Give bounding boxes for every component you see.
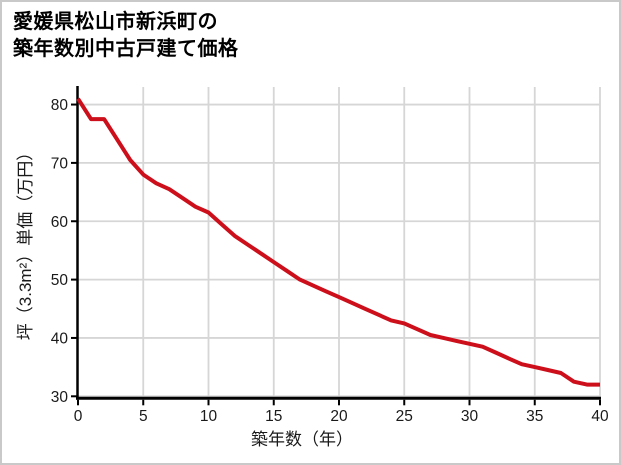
chart-title: 愛媛県松山市新浜町の 築年数別中古戸建て価格 <box>13 9 239 63</box>
price-line-series <box>76 97 600 387</box>
y-tick-label: 80 <box>51 97 69 114</box>
y-tick-label: 60 <box>51 214 69 231</box>
x-tick-label: 0 <box>74 408 83 425</box>
y-axis-title: 坪（3.3m²）単価（万円） <box>16 144 35 340</box>
x-tick-label: 20 <box>330 408 348 425</box>
x-tick-label: 25 <box>396 408 413 425</box>
chart-title-line1: 愛媛県松山市新浜町の <box>13 11 218 33</box>
x-tick-label: 35 <box>526 408 543 425</box>
y-tick-label: 30 <box>51 389 69 406</box>
x-tick-label: 40 <box>591 408 609 425</box>
x-tick-label: 5 <box>139 408 148 425</box>
y-tick-label: 70 <box>51 155 69 172</box>
x-axis-title: 築年数（年） <box>251 430 353 449</box>
y-tick-label: 50 <box>51 272 69 289</box>
x-tick-label: 10 <box>200 408 218 425</box>
x-tick-label: 15 <box>265 408 282 425</box>
x-tick-label: 30 <box>461 408 479 425</box>
chart-title-line2: 築年数別中古戸建て価格 <box>13 38 239 60</box>
y-tick-label: 40 <box>51 330 69 347</box>
